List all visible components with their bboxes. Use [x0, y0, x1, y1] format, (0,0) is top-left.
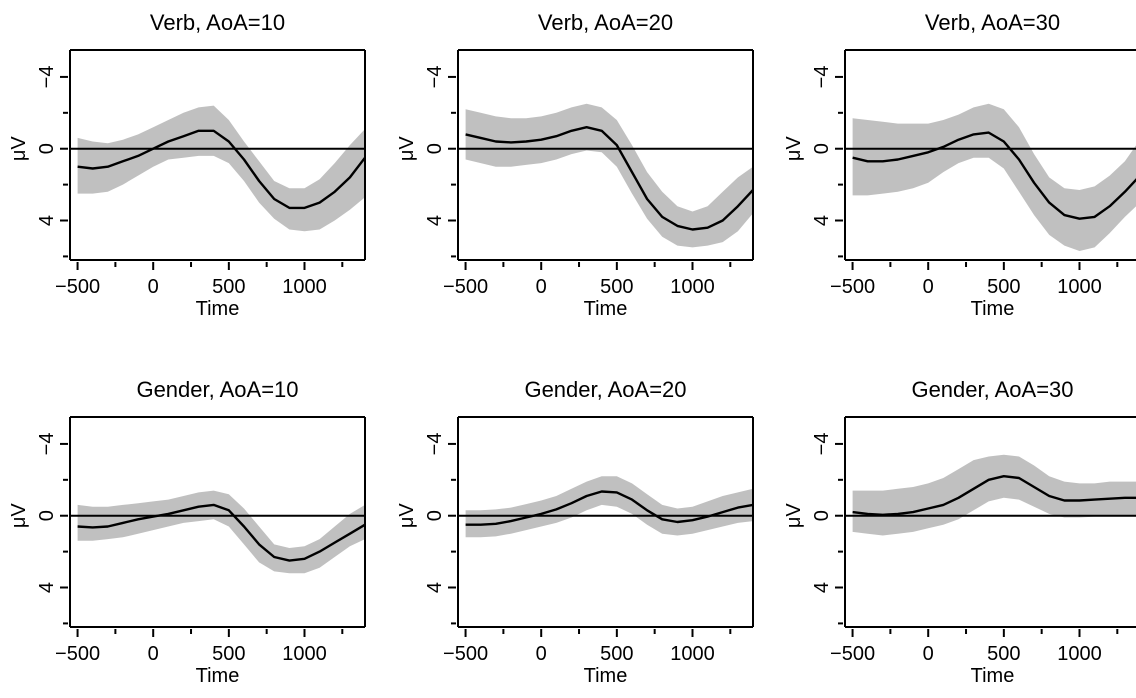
y-tick-label: 0 — [424, 143, 446, 154]
confidence-band — [77, 490, 365, 574]
x-tick-label: −500 — [443, 276, 488, 298]
y-tick-label: −4 — [811, 433, 833, 456]
x-tick-label: 500 — [987, 276, 1020, 298]
x-tick-label: 1000 — [1057, 643, 1102, 665]
x-tick-label: −500 — [830, 276, 875, 298]
panel-title: Verb, AoA=10 — [150, 10, 285, 35]
x-axis-label: Time — [196, 298, 240, 320]
x-tick-label: 1000 — [670, 276, 715, 298]
x-tick-label: 0 — [148, 276, 159, 298]
panel-5: Gender, AoA=20 −500 0 500 1000 −4 0 4 Time μV — [396, 377, 754, 687]
y-tick-label: 4 — [424, 582, 446, 593]
x-tick-label: 0 — [923, 276, 934, 298]
y-tick-label: −4 — [36, 66, 58, 89]
plot-area — [845, 454, 1136, 536]
x-tick-label: −500 — [443, 643, 488, 665]
x-tick-label: 1000 — [1057, 276, 1102, 298]
x-tick-label: 1000 — [282, 643, 327, 665]
x-tick-label: −500 — [830, 643, 875, 665]
x-axis-label: Time — [971, 298, 1015, 320]
y-tick-label: 4 — [36, 215, 58, 226]
axes-frame — [457, 49, 754, 261]
y-tick-label: 4 — [811, 582, 833, 593]
x-tick-label: −500 — [55, 643, 100, 665]
y-axis-label: μV — [396, 136, 418, 162]
y-tick-label: 0 — [811, 143, 833, 154]
x-tick-label: 1000 — [670, 643, 715, 665]
y-axis-label: μV — [396, 503, 418, 529]
plot-area — [70, 105, 365, 232]
plot-area — [845, 103, 1136, 251]
x-tick-label: 500 — [212, 276, 245, 298]
plot-area — [458, 103, 753, 248]
x-tick-label: 500 — [600, 276, 633, 298]
panel-title: Verb, AoA=20 — [538, 10, 673, 35]
series-line — [465, 126, 753, 231]
y-tick-label: 0 — [811, 510, 833, 521]
series-line — [465, 490, 753, 526]
panel-2: Verb, AoA=20 −500 0 500 1000 −4 0 4 Time μV — [396, 10, 754, 320]
y-tick-label: −4 — [811, 66, 833, 89]
axes-frame — [457, 416, 754, 628]
panel-1: Verb, AoA=10 −500 0 500 1000 −4 0 4 Time μV — [8, 10, 366, 320]
plot-area — [458, 476, 753, 538]
panel-3: Verb, AoA=30 −500 0 500 1000 −4 0 4 Time μV — [783, 10, 1136, 320]
y-axis-label: μV — [8, 503, 30, 529]
y-axis-label: μV — [783, 503, 805, 529]
y-tick-label: 4 — [36, 582, 58, 593]
plot-area — [70, 490, 365, 574]
panel-title: Gender, AoA=10 — [136, 377, 298, 402]
x-axis-label: Time — [971, 665, 1015, 687]
x-tick-label: 0 — [536, 276, 547, 298]
x-axis-label: Time — [196, 665, 240, 687]
confidence-band — [852, 103, 1136, 251]
x-tick-label: −500 — [55, 276, 100, 298]
y-axis-label: μV — [783, 136, 805, 162]
axes-frame — [844, 416, 1136, 628]
y-tick-label: 0 — [424, 510, 446, 521]
panel-4: Gender, AoA=10 −500 0 500 1000 −4 0 4 Time μV — [8, 377, 366, 687]
confidence-band — [465, 476, 753, 538]
y-tick-label: 4 — [424, 215, 446, 226]
panel-6: Gender, AoA=30 −500 0 500 1000 −4 0 4 Time μV — [783, 377, 1136, 687]
y-tick-label: 0 — [36, 143, 58, 154]
x-tick-label: 0 — [536, 643, 547, 665]
y-tick-label: 4 — [811, 215, 833, 226]
y-tick-label: −4 — [424, 66, 446, 89]
panel-title: Verb, AoA=30 — [925, 10, 1060, 35]
y-tick-label: 0 — [36, 510, 58, 521]
confidence-band — [77, 105, 365, 232]
series-line — [77, 129, 365, 210]
panel-title: Gender, AoA=20 — [524, 377, 686, 402]
x-tick-label: 0 — [148, 643, 159, 665]
series-line — [77, 503, 365, 562]
x-tick-label: 500 — [212, 643, 245, 665]
x-axis-label: Time — [584, 298, 628, 320]
axes-frame — [69, 49, 366, 261]
y-axis-label: μV — [8, 136, 30, 162]
x-tick-label: 0 — [923, 643, 934, 665]
x-axis-label: Time — [584, 665, 628, 687]
series-line — [852, 475, 1136, 516]
x-tick-label: 500 — [987, 643, 1020, 665]
series-line — [852, 131, 1136, 220]
y-tick-label: −4 — [36, 433, 58, 456]
x-tick-label: 500 — [600, 643, 633, 665]
confidence-band — [852, 454, 1136, 536]
axes-frame — [844, 49, 1136, 261]
y-tick-label: −4 — [424, 433, 446, 456]
x-tick-label: 1000 — [282, 276, 327, 298]
panel-title: Gender, AoA=30 — [911, 377, 1073, 402]
axes-frame — [69, 416, 366, 628]
